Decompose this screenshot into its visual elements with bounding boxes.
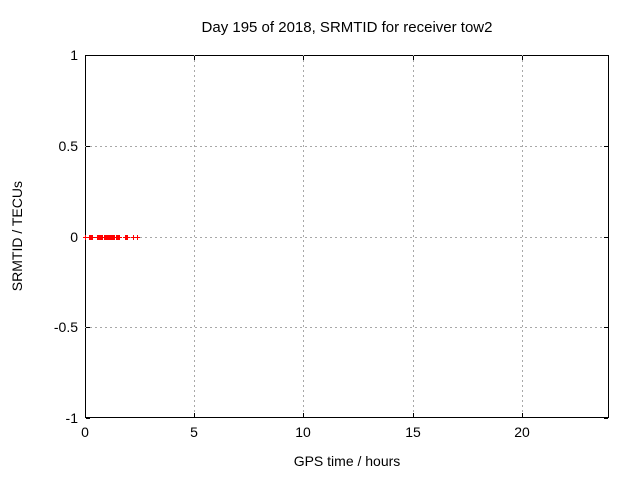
grid-line-horizontal: [85, 146, 609, 147]
x-tick-label: 10: [295, 424, 311, 440]
x-tick-top: [303, 56, 304, 60]
grid-line-vertical: [303, 55, 304, 418]
x-tick-bottom: [303, 413, 304, 417]
x-tick-top: [85, 56, 86, 60]
y-tick-right: [604, 327, 608, 328]
grid-line-horizontal: [85, 327, 609, 328]
y-tick-left: [86, 55, 90, 56]
data-point: [135, 235, 140, 240]
y-tick-right: [604, 237, 608, 238]
x-tick-top: [194, 56, 195, 60]
y-tick-label: 0.5: [58, 138, 78, 154]
y-tick-right: [604, 55, 608, 56]
y-tick-label: 1: [70, 47, 78, 63]
y-axis-label-box: SRMTID / TECUs: [4, 55, 30, 418]
grid-line-vertical: [522, 55, 523, 418]
y-tick-label: -0.5: [53, 319, 78, 335]
x-tick-bottom: [194, 413, 195, 417]
x-tick-label: 20: [514, 424, 530, 440]
y-tick-right: [604, 146, 608, 147]
data-point: [83, 235, 88, 240]
x-tick-bottom: [522, 413, 523, 417]
y-tick-left: [86, 327, 90, 328]
data-point: [90, 235, 95, 240]
data-point: [117, 235, 122, 240]
data-point: [131, 235, 136, 240]
x-tick-label: 0: [81, 424, 89, 440]
chart-title: Day 195 of 2018, SRMTID for receiver tow…: [201, 19, 493, 36]
y-tick-left: [86, 146, 90, 147]
grid-line-vertical: [413, 55, 414, 418]
y-tick-right: [604, 418, 608, 419]
grid-line-vertical: [194, 55, 195, 418]
y-tick-label: 0: [70, 229, 78, 245]
x-tick-bottom: [85, 413, 86, 417]
y-tick-left: [86, 418, 90, 419]
grid-line-horizontal: [85, 237, 609, 238]
x-tick-bottom: [413, 413, 414, 417]
y-axis-label: SRMTID / TECUs: [9, 181, 25, 292]
x-tick-top: [522, 56, 523, 60]
x-tick-top: [413, 56, 414, 60]
x-axis-label: GPS time / hours: [293, 453, 401, 469]
data-point: [125, 235, 130, 240]
y-tick-label: -1: [65, 410, 78, 426]
x-tick-label: 5: [190, 424, 198, 440]
x-tick-label: 15: [405, 424, 421, 440]
